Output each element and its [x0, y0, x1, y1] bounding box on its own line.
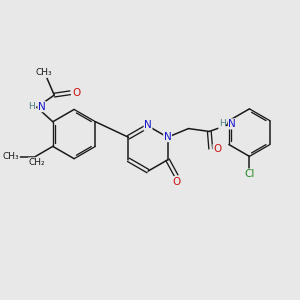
- Text: N: N: [164, 132, 172, 142]
- Text: O: O: [172, 177, 180, 187]
- Text: Cl: Cl: [244, 169, 255, 179]
- Text: CH₃: CH₃: [36, 68, 52, 77]
- Text: H: H: [28, 102, 35, 111]
- Text: N: N: [228, 119, 236, 129]
- Text: O: O: [213, 144, 221, 154]
- Text: CH₃: CH₃: [3, 152, 20, 161]
- Text: N: N: [144, 120, 152, 130]
- Text: N: N: [38, 102, 46, 112]
- Text: CH₂: CH₂: [28, 158, 45, 167]
- Text: H: H: [219, 119, 225, 128]
- Text: O: O: [72, 88, 81, 98]
